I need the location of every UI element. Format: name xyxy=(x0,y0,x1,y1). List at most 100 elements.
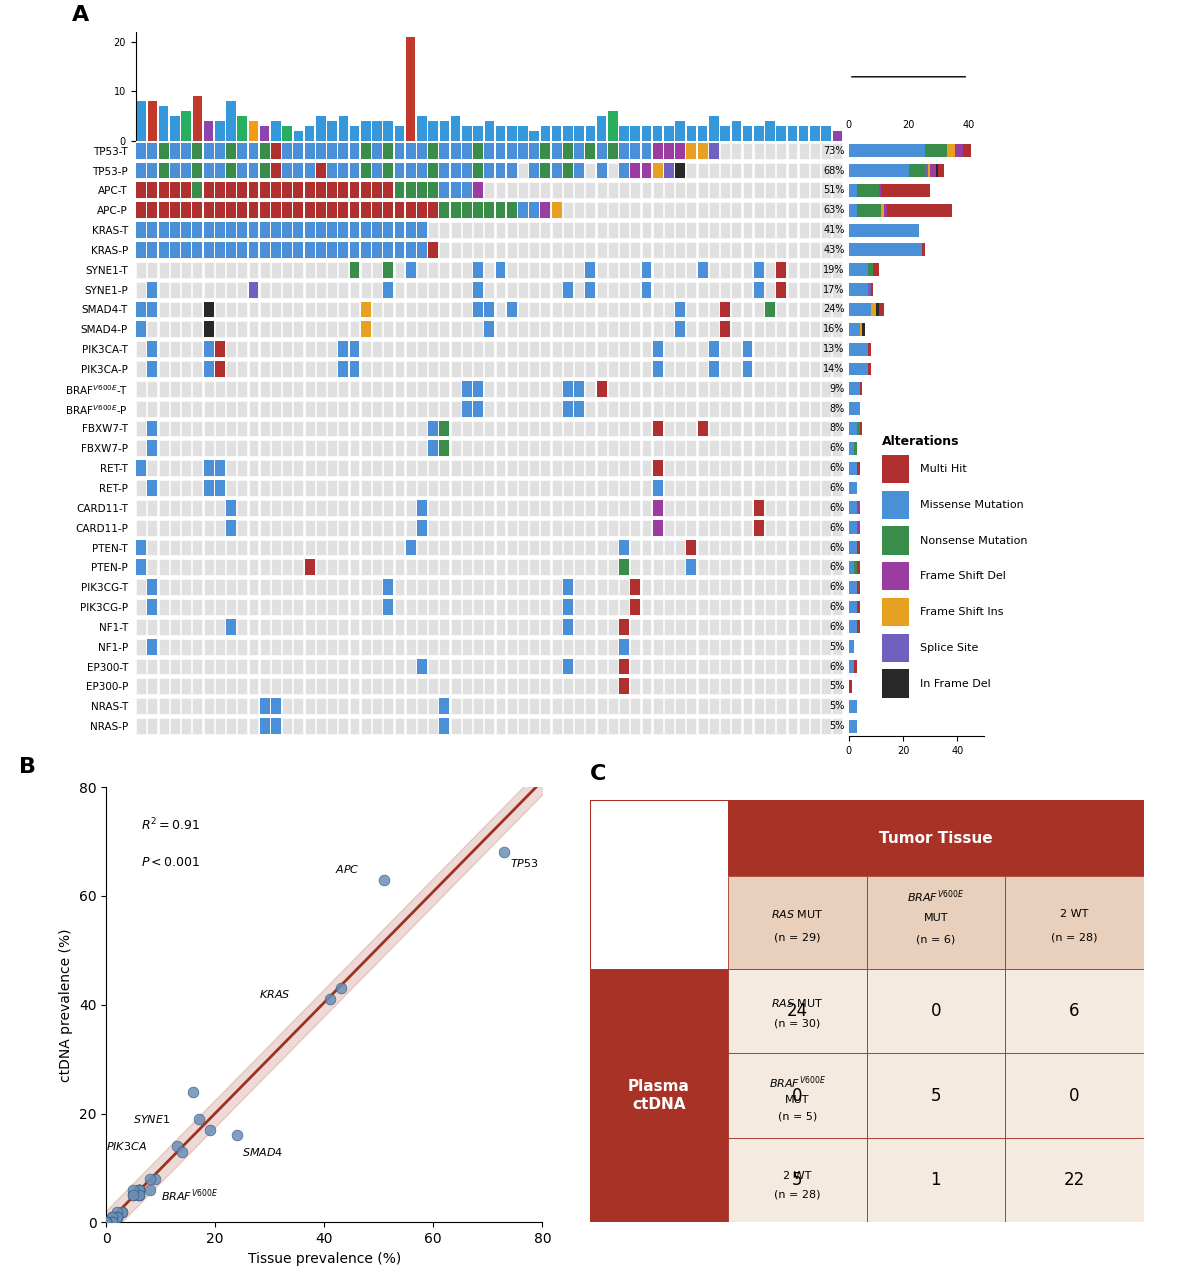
Bar xyxy=(822,242,831,257)
Bar xyxy=(753,520,764,535)
Bar xyxy=(664,480,674,495)
Bar xyxy=(709,639,719,654)
Bar xyxy=(586,262,595,278)
Bar xyxy=(147,480,157,495)
Bar xyxy=(237,242,248,257)
Bar xyxy=(282,163,292,178)
Bar xyxy=(810,381,819,397)
Bar xyxy=(237,143,248,159)
Bar xyxy=(1005,876,1144,969)
Bar xyxy=(204,262,213,278)
Bar xyxy=(327,520,337,535)
Bar xyxy=(698,699,707,714)
Bar xyxy=(586,143,595,159)
Bar xyxy=(507,282,516,297)
Bar xyxy=(709,361,719,376)
Bar xyxy=(237,620,248,635)
Bar xyxy=(597,718,606,733)
Bar xyxy=(631,302,640,317)
Bar xyxy=(226,183,236,198)
Bar xyxy=(361,143,370,159)
Bar xyxy=(608,302,618,317)
Bar xyxy=(440,659,449,675)
Bar xyxy=(485,342,494,357)
Bar xyxy=(753,520,764,535)
Bar xyxy=(417,242,427,257)
Bar xyxy=(540,718,551,733)
Bar xyxy=(361,183,370,198)
Bar xyxy=(226,223,236,238)
Bar xyxy=(653,500,663,516)
Point xyxy=(124,1180,143,1201)
Bar xyxy=(798,559,809,575)
Bar xyxy=(159,242,169,257)
Bar xyxy=(350,183,360,198)
Bar xyxy=(473,202,483,218)
Bar xyxy=(316,361,325,376)
Bar xyxy=(653,282,663,297)
Bar xyxy=(204,302,213,317)
Bar xyxy=(731,580,742,595)
Bar xyxy=(327,381,337,397)
Bar xyxy=(597,500,606,516)
Bar xyxy=(361,599,370,614)
Bar xyxy=(304,143,315,159)
Bar xyxy=(619,342,628,357)
Bar xyxy=(316,559,325,575)
Bar xyxy=(417,302,427,317)
Bar xyxy=(1005,1138,1144,1222)
Bar xyxy=(170,440,180,456)
Bar xyxy=(294,282,303,297)
Bar xyxy=(709,520,719,535)
Bar xyxy=(788,361,797,376)
Bar xyxy=(294,143,303,159)
Bar xyxy=(776,580,786,595)
Bar xyxy=(159,321,169,337)
Bar xyxy=(373,580,382,595)
Bar xyxy=(361,421,370,436)
Bar xyxy=(259,125,270,141)
Bar xyxy=(259,620,270,635)
Bar xyxy=(395,242,404,257)
Bar xyxy=(798,202,809,218)
Bar xyxy=(495,520,506,535)
Bar xyxy=(743,163,752,178)
Bar xyxy=(147,202,157,218)
Bar xyxy=(204,163,213,178)
Bar xyxy=(698,440,707,456)
Bar xyxy=(731,639,742,654)
Bar xyxy=(327,401,337,416)
Bar xyxy=(788,639,797,654)
Bar xyxy=(743,282,752,297)
Bar xyxy=(720,125,730,141)
Bar xyxy=(473,262,483,278)
Bar xyxy=(406,37,415,141)
Bar xyxy=(182,342,191,357)
Bar xyxy=(473,440,483,456)
Bar xyxy=(562,143,573,159)
Bar xyxy=(328,122,337,141)
Bar xyxy=(776,143,786,159)
Bar xyxy=(574,183,584,198)
Bar xyxy=(473,183,483,198)
Bar xyxy=(428,480,439,495)
Bar xyxy=(170,342,180,357)
Bar xyxy=(619,718,628,733)
Bar xyxy=(259,718,270,733)
Bar xyxy=(395,461,404,476)
Bar xyxy=(338,163,348,178)
Bar xyxy=(316,599,325,614)
Bar xyxy=(540,559,551,575)
Bar xyxy=(857,600,859,613)
Bar xyxy=(271,401,281,416)
Bar xyxy=(720,580,730,595)
Bar xyxy=(562,242,573,257)
Bar xyxy=(350,242,360,257)
Bar xyxy=(147,282,157,297)
Bar xyxy=(338,361,348,376)
Bar xyxy=(159,163,169,178)
Bar xyxy=(822,540,831,556)
Bar xyxy=(462,163,472,178)
Bar xyxy=(271,202,281,218)
Bar xyxy=(608,461,618,476)
